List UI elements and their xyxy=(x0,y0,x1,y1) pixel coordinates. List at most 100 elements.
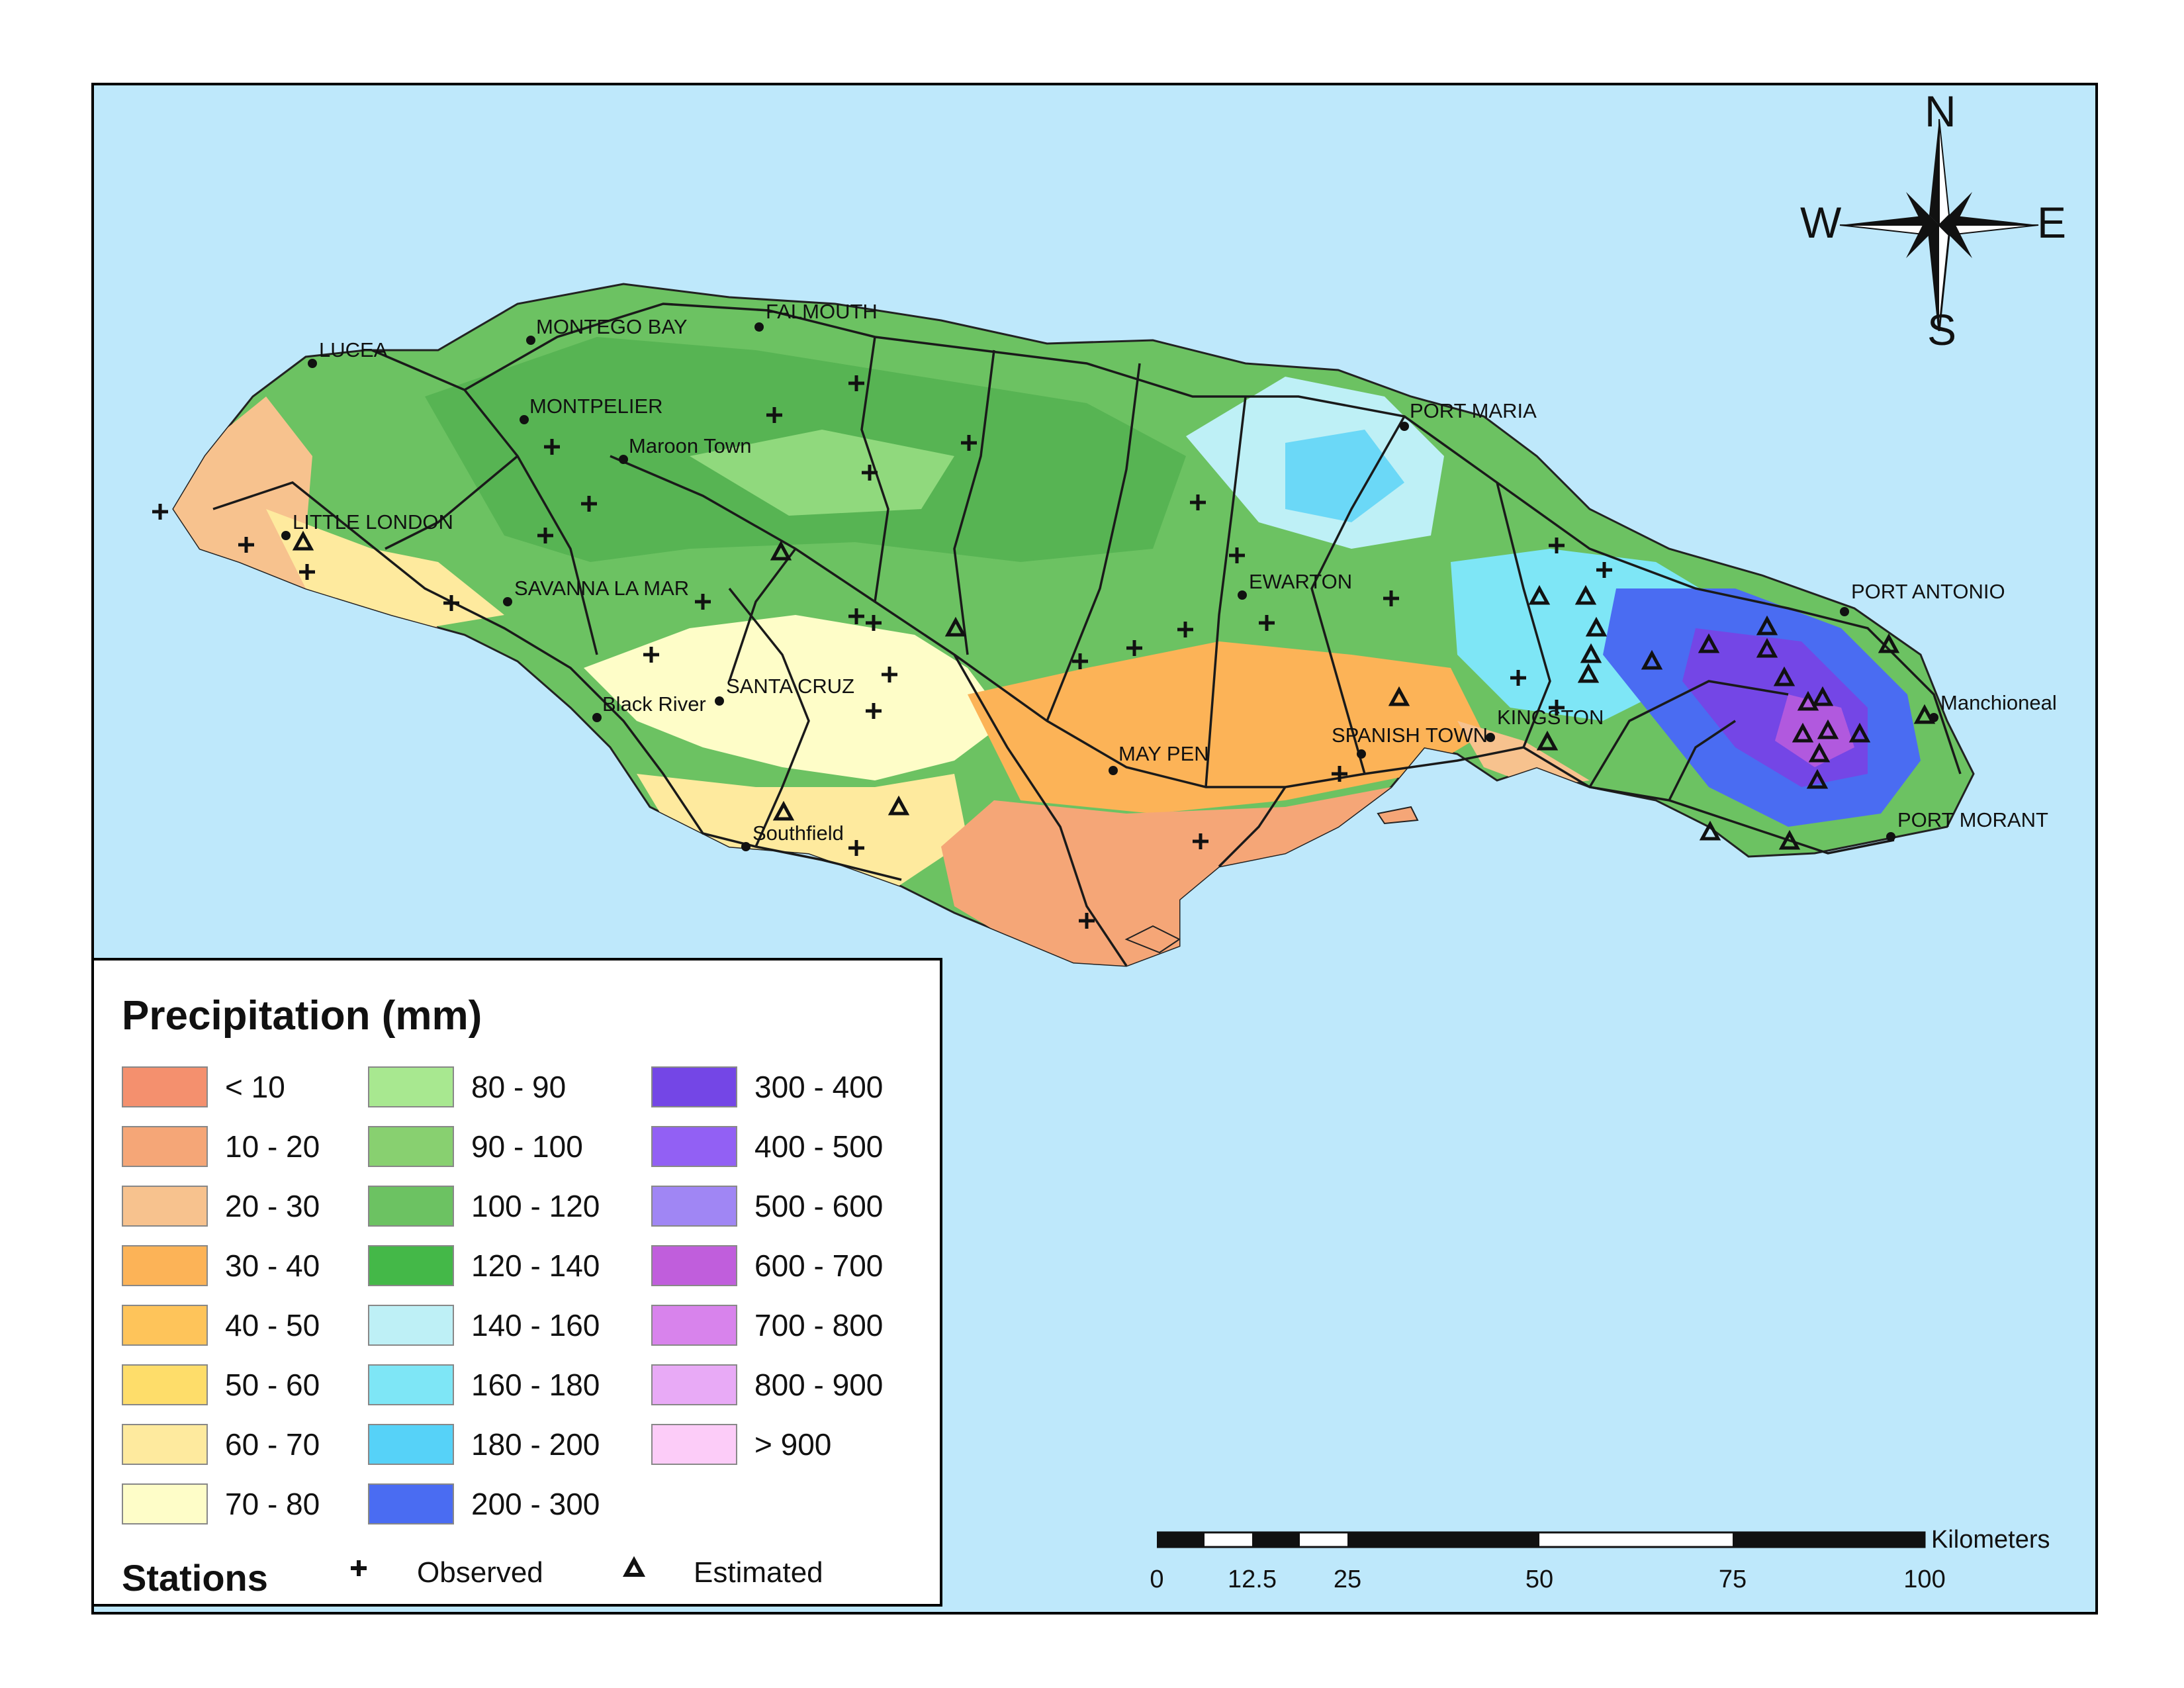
class-label-10: 100 - 120 xyxy=(471,1189,600,1223)
swatch-4 xyxy=(122,1305,208,1346)
label-montego-bay: MONTEGO BAY xyxy=(536,315,688,338)
precipitation-zones xyxy=(173,337,1921,966)
town-dot-ewarton xyxy=(1238,590,1247,600)
class-label-19: 600 - 700 xyxy=(754,1248,884,1283)
map-canvas: LUCEA MONTEGO BAY FALMOUTH MONTPELIER Ma… xyxy=(152,283,2057,967)
swatch-6 xyxy=(122,1424,208,1465)
swatch-7 xyxy=(122,1483,208,1524)
legend-panel: Precipitation (mm) < 10 10 - 20 20 - 30 … xyxy=(91,958,942,1607)
town-dot-southfield xyxy=(741,842,751,851)
label-spanish-town: SPANISH TOWN xyxy=(1332,724,1488,747)
swatch-15 xyxy=(368,1483,454,1524)
label-montpelier: MONTPELIER xyxy=(529,395,663,418)
label-port-maria: PORT MARIA xyxy=(1410,399,1537,422)
swatch-19 xyxy=(651,1245,737,1286)
town-dot-falmouth xyxy=(754,322,764,332)
road-network xyxy=(212,303,1962,966)
town-dot-lucea xyxy=(308,359,317,368)
swatch-10 xyxy=(368,1186,454,1227)
swatch-9 xyxy=(368,1126,454,1167)
observed-station-icon xyxy=(351,1560,367,1576)
town-labels: LUCEA MONTEGO BAY FALMOUTH MONTPELIER Ma… xyxy=(293,300,2057,845)
class-label-9: 90 - 100 xyxy=(471,1129,583,1164)
class-label-0: < 10 xyxy=(225,1070,285,1104)
town-dot-kingston xyxy=(1486,733,1495,742)
class-label-11: 120 - 140 xyxy=(471,1248,600,1283)
compass-rose-icon xyxy=(1839,118,2039,332)
class-label-14: 180 - 200 xyxy=(471,1427,600,1462)
class-label-21: 800 - 900 xyxy=(754,1368,884,1402)
zone-80-90 xyxy=(690,430,954,516)
label-falmouth: FALMOUTH xyxy=(766,300,878,323)
zone-180-200 xyxy=(1285,430,1404,522)
class-label-8: 80 - 90 xyxy=(471,1070,567,1104)
islets xyxy=(1124,806,1419,954)
swatch-3 xyxy=(122,1245,208,1286)
label-ewarton: EWARTON xyxy=(1249,570,1352,593)
swatch-13 xyxy=(368,1364,454,1405)
class-label-12: 140 - 160 xyxy=(471,1308,600,1342)
class-label-20: 700 - 800 xyxy=(754,1308,884,1342)
class-label-3: 30 - 40 xyxy=(225,1248,320,1283)
class-label-1: 10 - 20 xyxy=(225,1129,320,1164)
swatch-5 xyxy=(122,1364,208,1405)
swatch-14 xyxy=(368,1424,454,1465)
class-label-15: 200 - 300 xyxy=(471,1487,600,1521)
town-dot-little-london xyxy=(281,531,291,540)
town-dot-black-river xyxy=(592,713,602,722)
compass-south: S xyxy=(1927,305,1957,354)
label-southfield: Southfield xyxy=(752,821,844,845)
stations-title: Stations xyxy=(122,1557,268,1599)
scale-tick-5: 100 xyxy=(1903,1566,1946,1593)
scale-bar: Kilometers 0 12.5 25 50 75 100 xyxy=(1150,1526,2083,1605)
swatch-0 xyxy=(122,1066,208,1107)
class-label-22: > 900 xyxy=(754,1427,832,1462)
swatch-1 xyxy=(122,1126,208,1167)
estimated-label: Estimated xyxy=(694,1556,823,1589)
estimated-station-icon xyxy=(622,1556,646,1577)
swatch-2 xyxy=(122,1186,208,1227)
scale-tick-4: 75 xyxy=(1718,1566,1747,1593)
class-label-5: 50 - 60 xyxy=(225,1368,320,1402)
swatch-8 xyxy=(368,1066,454,1107)
zone-south-dry xyxy=(941,787,1391,966)
class-label-18: 500 - 600 xyxy=(754,1189,884,1223)
scale-tick-1: 12.5 xyxy=(1228,1566,1277,1593)
class-label-4: 40 - 50 xyxy=(225,1308,320,1342)
swatch-16 xyxy=(651,1066,737,1107)
label-black-river: Black River xyxy=(602,692,706,716)
scale-tick-3: 50 xyxy=(1525,1566,1554,1593)
town-dot-spanish-town xyxy=(1357,749,1366,759)
label-manchioneal: Manchioneal xyxy=(1940,691,2057,714)
label-may-pen: MAY PEN xyxy=(1118,742,1209,765)
scale-tick-2: 25 xyxy=(1333,1566,1362,1593)
town-dot-montpelier xyxy=(520,415,529,424)
label-kingston: KINGSTON xyxy=(1497,706,1604,729)
compass-north: N xyxy=(1925,87,1956,136)
swatch-22 xyxy=(651,1424,737,1465)
label-lucea: LUCEA xyxy=(319,338,388,361)
swatch-11 xyxy=(368,1245,454,1286)
compass-west: W xyxy=(1800,198,1842,247)
town-dot-santa-cruz xyxy=(715,696,724,706)
class-label-6: 60 - 70 xyxy=(225,1427,320,1462)
label-maroon-town: Maroon Town xyxy=(629,434,752,457)
swatch-21 xyxy=(651,1364,737,1405)
label-port-morant: PORT MORANT xyxy=(1897,808,2048,831)
label-santa-cruz: SANTA CRUZ xyxy=(726,675,854,698)
zone-south-pale xyxy=(584,615,1007,780)
compass-east: E xyxy=(2037,198,2067,247)
town-dot-port-antonio xyxy=(1840,607,1849,616)
zone-600-700 xyxy=(1775,694,1854,767)
class-label-2: 20 - 30 xyxy=(225,1189,320,1223)
label-little-london: LITTLE LONDON xyxy=(293,510,453,534)
observed-label: Observed xyxy=(417,1556,543,1589)
swatch-20 xyxy=(651,1305,737,1346)
scale-tick-0: 0 xyxy=(1150,1566,1164,1593)
class-label-16: 300 - 400 xyxy=(754,1070,884,1104)
scale-bar-graphic xyxy=(1157,1531,1926,1548)
scale-unit: Kilometers xyxy=(1931,1526,2050,1554)
north-arrow: N S W E xyxy=(1800,87,2067,354)
town-dot-maroon-town xyxy=(619,455,628,464)
swatch-18 xyxy=(651,1186,737,1227)
